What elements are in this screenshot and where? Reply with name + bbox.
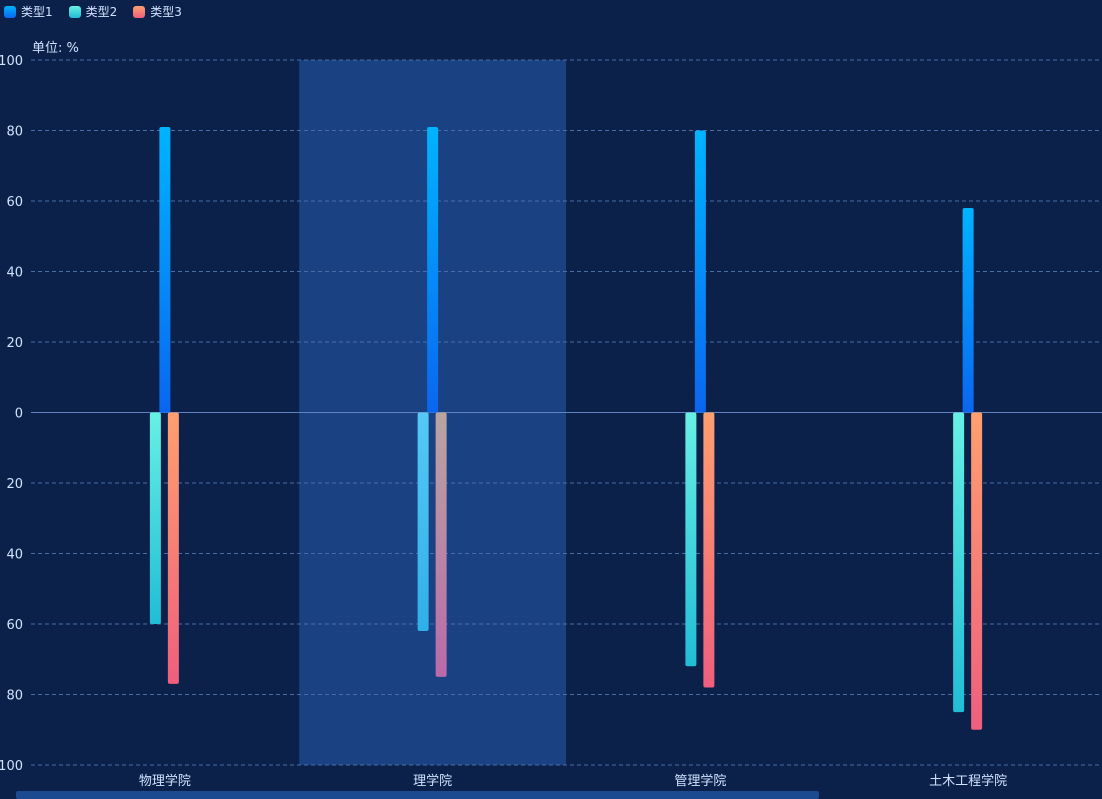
bar-type1[interactable] <box>962 208 974 413</box>
legend-swatch-type1 <box>4 5 16 18</box>
legend-item-type2[interactable]: 类型2 <box>68 3 118 20</box>
y-tick-label: 20 <box>6 477 23 492</box>
bar-type3[interactable] <box>435 412 447 677</box>
bar-type2[interactable] <box>685 412 697 667</box>
y-tick-label: 60 <box>6 195 23 210</box>
x-category-label: 管理学院 <box>674 773 726 789</box>
legend-label-type2: 类型2 <box>85 5 118 19</box>
y-tick-label: 60 <box>6 618 23 633</box>
y-tick-label: 100 <box>0 54 23 69</box>
legend-swatch-type2 <box>68 5 81 18</box>
y-tick-label: 0 <box>15 407 23 422</box>
bar-type1[interactable] <box>159 126 171 413</box>
y-tick-label: 100 <box>0 759 23 774</box>
y-tick-label: 40 <box>6 548 23 563</box>
legend-label-type3: 类型3 <box>150 5 182 19</box>
bar-type3[interactable] <box>167 412 179 684</box>
bar-type3[interactable] <box>971 412 983 730</box>
bar-type3[interactable] <box>703 412 715 688</box>
legend-swatch-type3 <box>133 5 146 18</box>
legend-item-type3[interactable]: 类型3 <box>133 3 182 20</box>
horizontal-scrollbar[interactable] <box>16 791 819 799</box>
x-category-label: 土木工程学院 <box>929 773 1007 789</box>
bar-type1[interactable] <box>427 126 439 413</box>
legend-item-type1[interactable]: 类型1 <box>4 3 53 20</box>
legend: 类型1 类型2 类型3 <box>4 3 182 20</box>
x-category-label: 物理学院 <box>139 773 191 789</box>
y-tick-label: 40 <box>6 266 23 281</box>
bar-type2[interactable] <box>417 412 429 632</box>
bar-type2[interactable] <box>953 412 965 713</box>
y-tick-label: 80 <box>6 125 23 140</box>
bar-type1[interactable] <box>694 130 706 413</box>
unit-label: 单位: % <box>32 41 79 56</box>
legend-label-type1: 类型1 <box>21 5 53 19</box>
y-tick-label: 20 <box>6 336 23 351</box>
y-tick-label: 80 <box>6 689 23 704</box>
x-category-label: 理学院 <box>413 773 452 789</box>
bar-type2[interactable] <box>149 412 161 625</box>
